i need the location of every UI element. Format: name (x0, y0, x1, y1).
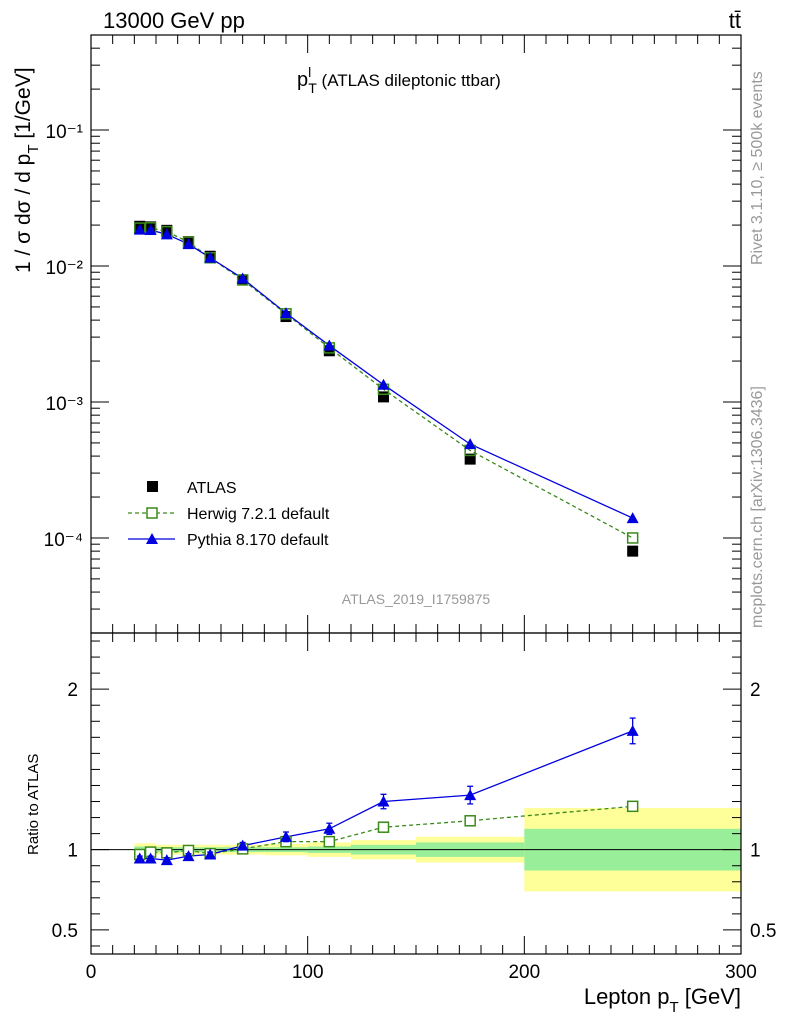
pythia-point (144, 224, 157, 236)
ratio-panel-frame (90, 632, 742, 955)
title-rest: (ATLAS dileptonic ttbar) (317, 71, 501, 90)
ylabel-post: [1/GeV] (12, 67, 35, 144)
main-y-tick-label: 10⁻³ (46, 394, 84, 415)
ratio-y-tick-label-left: 2 (67, 680, 78, 701)
ratio-y-tick-label-left: 0.5 (52, 921, 78, 942)
legend: ATLAS Herwig 7.2.1 default Pythia 8.170 … (128, 480, 330, 549)
main-series (133, 220, 639, 557)
atlas-point (323, 345, 335, 357)
legend-atlas-marker (147, 481, 158, 492)
main-ylabel: 1 / σ dσ / d pT [1/GeV] (12, 67, 42, 273)
title-p: p (297, 69, 308, 91)
x-tick-label: 200 (508, 962, 540, 983)
pythia-ratio-point (280, 830, 292, 842)
herwig-ratio-point (626, 800, 639, 813)
axis-ticks (90, 34, 742, 954)
pythia-point (236, 272, 249, 284)
herwig-ratio-point (464, 815, 476, 827)
legend-pythia-label: Pythia 8.170 default (187, 532, 329, 549)
energy-label: 13000 GeV pp (103, 8, 245, 33)
pythia-point (204, 251, 217, 263)
pythia-main-line (139, 229, 633, 519)
legend-herwig-marker (146, 507, 158, 519)
ratio-y-tick-label-left: 1 (67, 841, 78, 862)
ylabel-pre: 1 / σ dσ / d p (12, 154, 35, 273)
x-tick-label: 0 (86, 962, 97, 983)
ratio-y-tick-label-right: 2 (750, 680, 761, 701)
pythia-ratio-point (160, 854, 173, 866)
pythia-point (182, 238, 195, 250)
legend-pythia-marker (146, 533, 158, 544)
x-tick-label: 300 (725, 962, 757, 983)
atlas-point (627, 545, 639, 557)
ratio-y-tick-label-right: 1 (750, 841, 761, 862)
xlabel-sub: T (669, 999, 678, 1016)
pythia-ratio-point (323, 822, 336, 834)
pythia-point (133, 223, 146, 235)
pythia-ratio-point (204, 848, 217, 860)
atlas-point (378, 391, 389, 403)
herwig-ratio-point (323, 835, 336, 848)
ratio-series (133, 717, 639, 866)
ratio-uncertainty-band (91, 807, 741, 892)
pythia-ratio-point (182, 850, 195, 862)
pythia-point (280, 307, 292, 319)
pythia-ratio-point (133, 852, 146, 864)
legend-herwig-label: Herwig 7.2.1 default (187, 506, 330, 523)
title-sup: l (308, 64, 311, 80)
axis-tick-labels: 0 100 200 300 10⁻⁴ 10⁻³ 10⁻² 10⁻¹ 0.5 0.5 1 1 2 2 (44, 122, 777, 983)
pythia-point (626, 512, 639, 524)
pythia-point (160, 228, 173, 240)
ratio-ylabel: Ratio to ATLAS (25, 754, 42, 855)
pythia-point (323, 339, 336, 351)
main-title: pl T (ATLAS dileptonic ttbar) (297, 64, 501, 96)
pythia-ratio-point (236, 839, 249, 851)
xlabel-post: [GeV] (679, 984, 741, 1009)
pythia-ratio-point (464, 789, 477, 801)
x-tick-label: 100 (292, 962, 324, 983)
mcplots-label: mcplots.cern.ch [arXiv:1306.3436] (749, 386, 766, 628)
main-y-tick-label: 10⁻¹ (46, 122, 84, 143)
ratio-y-tick-label-right: 0.5 (750, 921, 776, 942)
main-y-tick-label: 10⁻⁴ (44, 530, 83, 551)
atlas-point (464, 453, 476, 465)
rivet-label: Rivet 3.1.10, ≥ 500k events (749, 71, 766, 265)
analysis-id: ATLAS_2019_I1759875 (342, 591, 491, 607)
x-axis-label: Lepton pT [GeV] (584, 984, 741, 1016)
ylabel-sub: T (25, 145, 42, 154)
herwig-point (626, 532, 639, 544)
pythia-point (377, 378, 390, 390)
pythia-ratio-point (626, 724, 639, 736)
xlabel-pre: Lepton p (584, 984, 670, 1009)
pythia-ratio-point (377, 795, 390, 807)
pythia-ratio-point (144, 852, 157, 864)
pythia-point (464, 438, 477, 450)
process-label: tt̄ (729, 8, 741, 33)
title-sub: T (308, 80, 317, 96)
main-y-tick-label: 10⁻² (46, 258, 84, 279)
legend-atlas-label: ATLAS (187, 480, 237, 497)
herwig-ratio-point (377, 821, 390, 833)
